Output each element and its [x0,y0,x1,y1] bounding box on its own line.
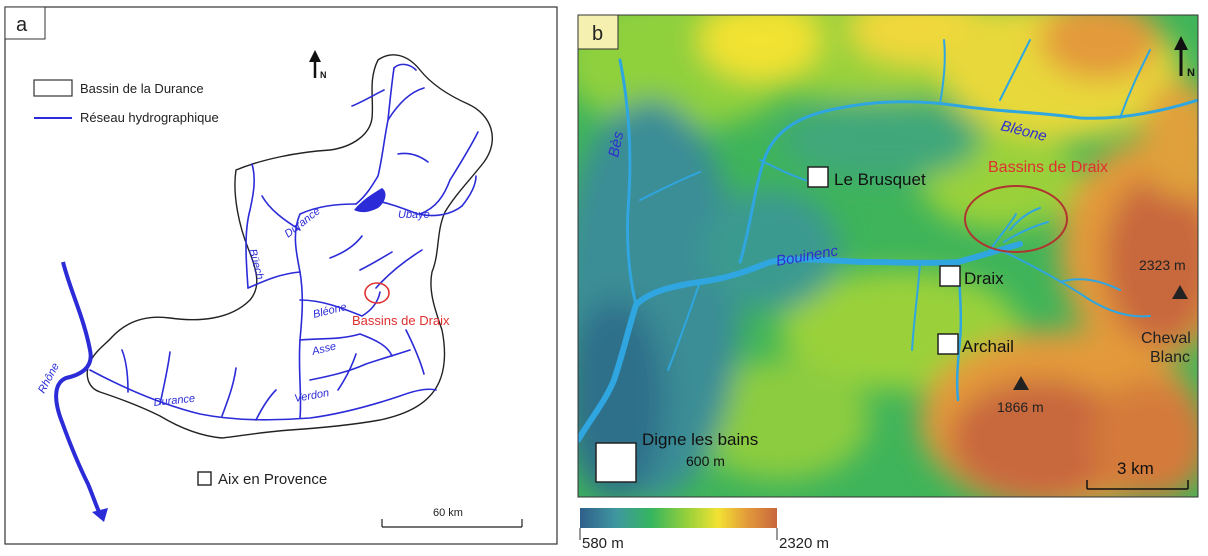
panel-b-label: b [592,23,603,45]
svg-text:N: N [1187,67,1195,79]
north-arrow-icon-a: N [309,50,327,80]
study-site-marker-b [964,185,1068,253]
panel-a: a Bassin de la Durance Réseau hydrograph… [4,6,558,545]
scale-label-a: 60 km [433,507,463,519]
scale-label-b: 3 km [1117,459,1154,478]
peak-elev-cheval-blanc: 2323 m [1139,257,1186,273]
label-ubaye: Ubaye [398,209,430,221]
river-network-b [578,39,1198,443]
place-marker-archail [937,333,959,355]
legend-basin-label: Bassin de la Durance [80,81,204,96]
legend-network-label: Réseau hydrographique [80,110,219,125]
study-site-marker-a [364,282,390,304]
label-durance-lower: Durance [153,393,196,409]
legend-basin-swatch [33,79,73,97]
river-network-a [89,63,479,421]
place-label-digne: Digne les bains [642,430,758,449]
study-site-label-b: Bassins de Draix [988,159,1108,176]
colorbar-min-label: 580 m [582,535,624,551]
serre-poncon-lake [354,188,386,213]
rhone-river [54,261,102,515]
place-elev-digne: 600 m [686,453,725,469]
peak-name-cheval-blanc-1: Cheval [1141,330,1191,347]
study-site-label-a: Bassins de Draix [352,313,450,328]
scale-bar-a [381,519,523,528]
rhone-arrow-icon [92,508,108,522]
panel-a-label: a [16,14,28,36]
peak-icon-cheval-blanc [1172,285,1188,299]
peak-name-cheval-blanc-2: Blanc [1150,349,1190,366]
panel-b-label-box [577,14,619,50]
colorbar-ticks [579,528,778,540]
label-bes: Bès [605,130,627,159]
north-arrow-icon-b: N [1174,36,1195,79]
panel-b: b N Bès Bléone Bouinenc Bassins de Draix… [577,14,1199,552]
place-marker-le-brusquet [807,166,829,188]
place-label-archail: Archail [962,337,1014,356]
city-label-aix: Aix en Provence [218,471,327,488]
durance-basin-outline [86,54,493,439]
colorbar-max-label: 2320 m [779,535,829,551]
city-marker-aix [197,471,212,486]
place-label-le-brusquet: Le Brusquet [834,170,926,189]
panel-b-frame [577,14,1199,498]
place-label-draix: Draix [964,269,1004,288]
svg-text:N: N [320,70,327,80]
scale-bar-b [1086,480,1189,490]
place-marker-digne [595,442,637,483]
label-asse: Asse [310,340,338,358]
label-verdon: Verdon [293,387,330,405]
peak-icon-south [1013,376,1029,390]
elevation-colorbar [580,508,777,528]
place-marker-draix [939,265,961,287]
peak-elev-south: 1866 m [997,399,1044,415]
panel-a-label-box [4,6,46,40]
dem-map [578,15,1198,497]
